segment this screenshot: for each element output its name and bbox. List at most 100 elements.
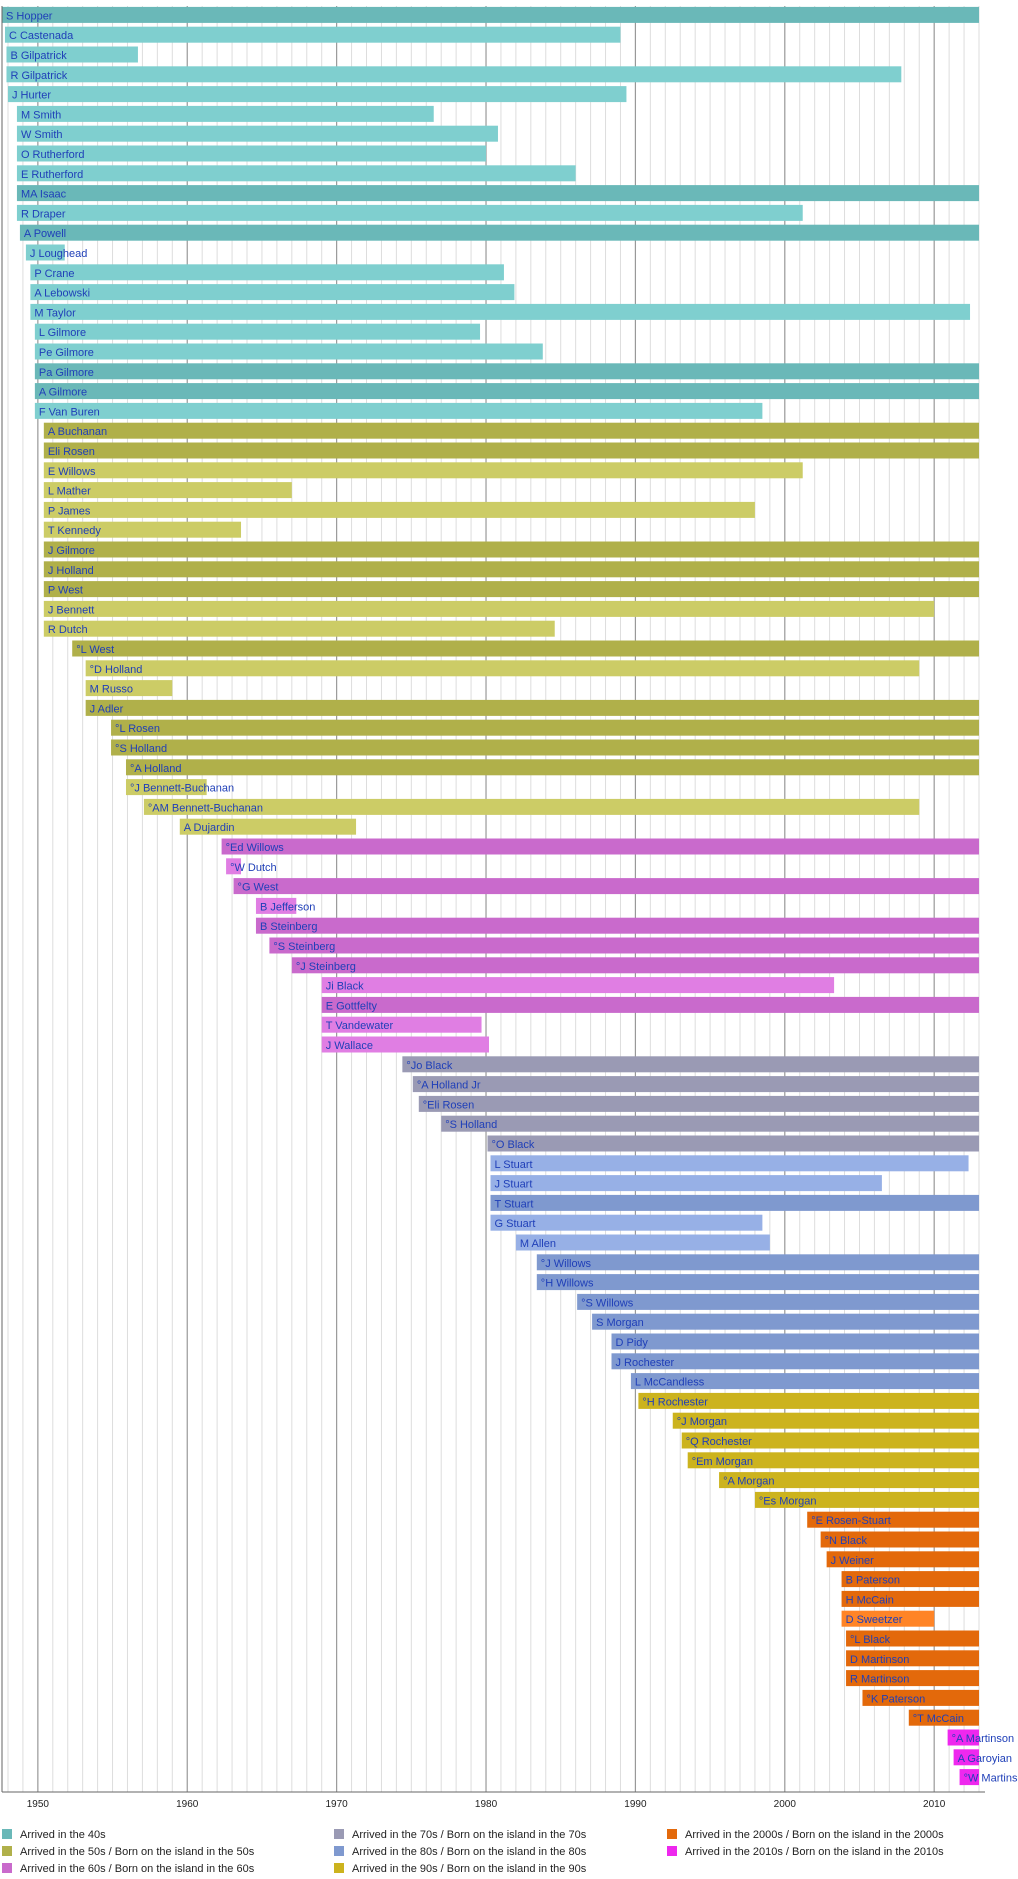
timeline-bar: [179, 818, 357, 835]
legend-swatch: [667, 1829, 677, 1839]
timeline-bar: [321, 1036, 490, 1053]
timeline-bar: [143, 798, 920, 815]
bar-label: A Buchanan: [48, 426, 107, 438]
timeline-bar: [34, 363, 980, 380]
timeline-bar: [85, 699, 980, 716]
timeline-bar: [947, 1729, 979, 1746]
legend-label: Arrived in the 80s / Born on the island …: [352, 1846, 587, 1858]
timeline-bar: [862, 1689, 979, 1706]
timeline-bar: [321, 996, 979, 1013]
bar-label: R Dutch: [48, 624, 88, 636]
timeline-bar: [841, 1610, 935, 1627]
bar-label: F Van Buren: [39, 406, 100, 418]
timeline-bar: [34, 343, 543, 360]
bar-label: S Morgan: [596, 1317, 644, 1329]
bar-label: °L West: [76, 644, 114, 656]
timeline-bar: [536, 1254, 979, 1271]
timeline-bar: [7, 86, 627, 103]
timeline-bar: [43, 442, 980, 459]
x-tick-label: 2010: [923, 1799, 946, 1810]
timeline-bar: [43, 600, 935, 617]
bar-label: B Jefferson: [260, 901, 315, 913]
timeline-bar: [85, 660, 920, 677]
timeline-bar: [672, 1412, 979, 1429]
bar-label: J Bennett: [48, 604, 94, 616]
timeline-bar: [841, 1571, 979, 1588]
timeline-bar: [846, 1650, 979, 1667]
legend-label: Arrived in the 60s / Born on the island …: [20, 1863, 255, 1875]
timeline-bar: [125, 759, 979, 776]
bar-label: °E Rosen-Stuart: [811, 1515, 891, 1527]
timeline-bar: [34, 323, 481, 340]
timeline-bar: [43, 541, 980, 558]
timeline-bar: [30, 303, 971, 320]
timeline-bar: [30, 264, 504, 281]
timeline-bar: [221, 838, 979, 855]
legend-swatch: [334, 1863, 344, 1873]
timeline-bar: [85, 680, 173, 697]
legend: Arrived in the 40s Arrived in the 50s / B…: [2, 1829, 944, 1875]
bar-label: H McCain: [846, 1594, 894, 1606]
bar-label: °L Rosen: [115, 723, 160, 735]
x-tick-label: 1990: [624, 1799, 647, 1810]
bar-label: R Draper: [21, 208, 66, 220]
bar-label: M Smith: [21, 109, 61, 121]
bar-label: °S Holland: [115, 743, 167, 755]
legend-label: Arrived in the 40s: [20, 1829, 106, 1841]
bar-label: Eli Rosen: [48, 446, 95, 458]
timeline-bar: [4, 26, 621, 43]
bar-label: °O Black: [492, 1139, 535, 1151]
bar-labels: S Hopper C Castenada B Gilpatrick R Gilpatr…: [6, 10, 1018, 1784]
timeline-bar: [72, 640, 980, 657]
x-tick-label: 2000: [774, 1799, 797, 1810]
bar-label: °A Martinson: [952, 1733, 1014, 1745]
timeline-bar: [255, 897, 297, 914]
timeline-bar: [490, 1194, 979, 1211]
bar-label: °L Black: [850, 1634, 891, 1646]
bar-label: E Gottfelty: [326, 1000, 378, 1012]
legend-swatch: [667, 1846, 677, 1856]
timeline-bar: [418, 1095, 979, 1112]
bar-label: T Vandewater: [326, 1020, 394, 1032]
bar-label: A Powell: [24, 228, 66, 240]
timeline-bar: [611, 1333, 979, 1350]
bar-label: M Russo: [90, 684, 133, 696]
bar-label: °J Bennett-Buchanan: [130, 783, 234, 795]
timeline-bar: [321, 1016, 482, 1033]
timeline-bar: [43, 561, 980, 578]
bar-label: °S Steinberg: [273, 941, 335, 953]
legend-swatch: [334, 1829, 344, 1839]
bar-label: P Crane: [34, 268, 74, 280]
bar-label: T Kennedy: [48, 525, 102, 537]
timeline-bar: [255, 917, 979, 934]
bar-label: °Ed Willows: [226, 842, 285, 854]
timeline-bar: [43, 462, 803, 479]
timeline-bar: [402, 1056, 980, 1073]
bar-label: °Q Rochester: [686, 1436, 752, 1448]
bar-label: °K Paterson: [866, 1693, 925, 1705]
bar-label: °S Willows: [581, 1297, 634, 1309]
timeline-bar: [719, 1472, 979, 1489]
bar-label: W Smith: [21, 129, 63, 141]
timeline-bar: [16, 145, 487, 162]
timeline-bar: [687, 1452, 979, 1469]
timeline-bar: [592, 1313, 979, 1330]
bar-label: °A Holland: [130, 763, 182, 775]
bar-label: Pe Gilmore: [39, 347, 94, 359]
bar-label: J Weiner: [831, 1555, 875, 1567]
timeline-bar: [908, 1709, 979, 1726]
timeline-bar: [19, 224, 979, 241]
bar-label: °G West: [238, 882, 279, 894]
timeline-bar: [412, 1076, 979, 1093]
bar-label: °A Holland Jr: [417, 1080, 481, 1092]
timeline-bar: [536, 1274, 979, 1291]
legend-label: Arrived in the 50s / Born on the island …: [20, 1846, 255, 1858]
timeline-bar: [515, 1234, 770, 1251]
bar-label: D Martinson: [850, 1654, 909, 1666]
legend-label: Arrived in the 2000s / Born on the islan…: [685, 1829, 944, 1841]
x-tick-label: 1970: [326, 1799, 349, 1810]
bar-label: C Castenada: [9, 30, 74, 42]
bar-label: R Martinson: [850, 1674, 909, 1686]
timeline-bar: [2, 6, 979, 23]
